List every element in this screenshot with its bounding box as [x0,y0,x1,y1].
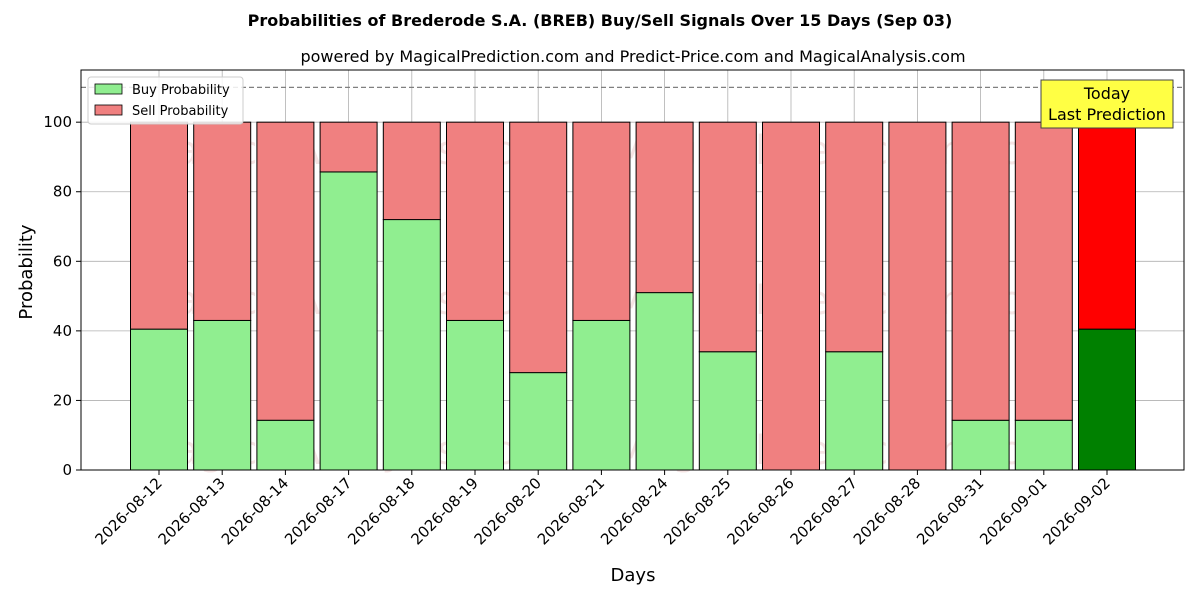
bar-buy-2026-08-19 [446,319,504,471]
x-axis-label: Days [611,565,656,586]
plot-frame [80,69,1185,471]
bar-buy-2026-08-20 [509,372,568,471]
legend: Buy Probability Sell Probability [87,76,244,125]
x-tick-label-9: 2026-08-25 [660,474,734,548]
y-tick-label-5: 100 [43,113,72,131]
y-tick-label-4: 80 [53,183,72,201]
x-tick-label-11: 2026-08-27 [787,474,861,548]
x-axis-ticks: 2026-08-122026-08-132026-08-142026-08-17… [91,470,1114,548]
bar-sell-2026-08-27 [825,121,884,353]
bar-sell-2026-08-26 [762,121,820,471]
bar-buy-2026-08-25 [698,351,757,471]
legend-sell-label: Sell Probability [132,104,229,119]
y-axis-ticks: 0 20 40 60 80 100 [43,113,81,479]
today-annotation-line1: Today [1083,84,1130,103]
x-tick-label-2: 2026-08-14 [218,474,292,548]
y-tick-label-2: 40 [53,322,72,340]
bar-buy-2026-08-31 [951,419,1010,471]
legend-sell-swatch [94,104,123,116]
y-tick-label-0: 0 [62,461,72,479]
bar-sell-2026-08-18 [382,121,441,221]
y-tick-label-3: 60 [53,252,72,270]
today-annotation-box [1040,79,1174,129]
x-tick-label-0: 2026-08-12 [91,474,165,548]
bar-buy-2026-08-24 [635,292,694,471]
x-tick-label-7: 2026-08-21 [534,474,608,548]
bar-buy-2026-08-17 [319,171,378,471]
y-axis-label: Probability [16,224,37,319]
bar-sell-2026-08-14 [256,121,315,421]
x-tick-label-6: 2026-08-20 [471,474,545,548]
x-tick-label-5: 2026-08-19 [407,474,481,548]
bar-buy-2026-08-27 [825,351,884,471]
today-annotation-line2: Last Prediction [1048,105,1166,124]
bar-buy-2026-09-01 [1014,419,1073,471]
bar-buy-2026-08-12 [130,328,188,471]
y-tick-label-1: 20 [53,391,72,409]
bar-sell-2026-09-01 [1014,121,1073,421]
bar-layer [130,121,1136,471]
legend-buy-label: Buy Probability [132,83,230,98]
x-tick-label-3: 2026-08-17 [281,474,355,548]
today-annotation: Today Last Prediction [1040,79,1174,129]
bar-sell-2026-08-12 [130,121,188,330]
bar-sell-2026-08-31 [951,121,1010,421]
bar-sell-2026-08-13 [193,121,252,321]
bar-buy-2026-08-13 [193,319,252,471]
bar-buy-2026-08-21 [572,319,631,471]
bar-sell-2026-08-20 [509,121,568,374]
bar-sell-2026-08-25 [698,121,757,353]
bar-buy-2026-08-14 [256,419,315,471]
bar-sell-2026-08-19 [446,121,504,321]
bar-sell-2026-08-24 [635,121,694,294]
bar-sell-2026-08-21 [572,121,631,321]
x-tick-label-4: 2026-08-18 [344,474,418,548]
x-tick-label-8: 2026-08-24 [597,474,671,548]
x-tick-label-15: 2026-09-02 [1039,474,1113,548]
bar-sell-2026-08-28 [888,121,947,471]
chart-title: Probabilities of Brederode S.A. (BREB) B… [248,11,953,30]
chart-subtitle: powered by MagicalPrediction.com and Pre… [300,47,965,66]
legend-buy-swatch [94,83,123,95]
x-tick-label-10: 2026-08-26 [723,474,797,548]
bar-sell-2026-09-02 [1078,121,1136,330]
bar-buy-2026-09-02 [1078,328,1136,471]
bar-buy-2026-08-18 [382,219,441,471]
x-tick-label-13: 2026-08-31 [913,474,987,548]
x-tick-label-14: 2026-09-01 [976,474,1050,548]
x-tick-label-1: 2026-08-13 [155,474,229,548]
bar-sell-2026-08-17 [319,121,378,173]
x-tick-label-12: 2026-08-28 [850,474,924,548]
